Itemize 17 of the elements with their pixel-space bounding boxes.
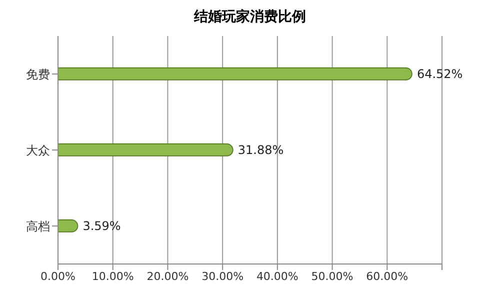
x-tick-label: 0.00%: [40, 270, 76, 283]
data-label: 3.59%: [82, 219, 121, 234]
x-tick-label: 30.00%: [202, 270, 244, 283]
chart-title: 结婚玩家消费比例: [192, 8, 307, 26]
x-tick-label: 40.00%: [256, 270, 298, 283]
x-tick-label: 60.00%: [366, 270, 408, 283]
bar: [58, 143, 234, 156]
y-tick-label: 高档: [26, 219, 50, 234]
y-tick-label: 大众: [26, 143, 50, 158]
bar: [58, 219, 78, 232]
data-label: 31.88%: [238, 143, 284, 158]
y-tick-label: 免费: [26, 67, 50, 82]
x-tick-label: 20.00%: [146, 270, 189, 283]
bar: [58, 67, 412, 80]
x-tick-label: 10.00%: [92, 270, 134, 283]
data-label: 64.52%: [416, 67, 463, 82]
x-tick-label: 50.00%: [311, 270, 354, 283]
